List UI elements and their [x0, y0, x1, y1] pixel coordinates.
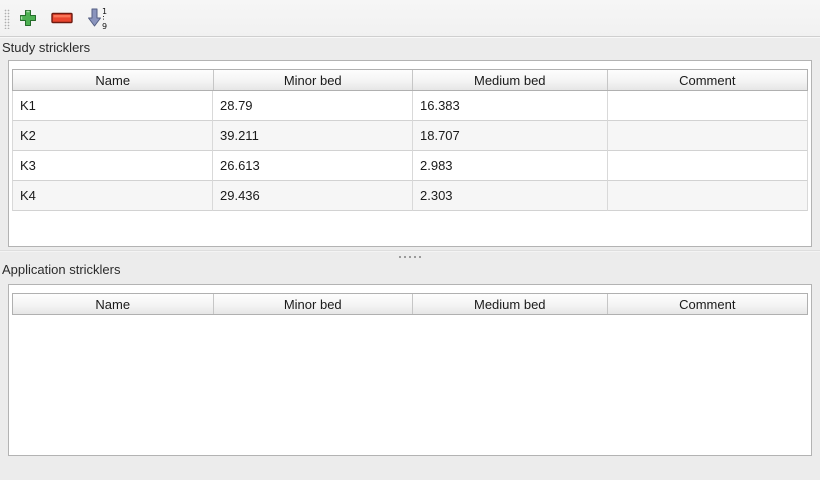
column-header-name[interactable]: Name: [13, 70, 214, 90]
table-cell-name[interactable]: K4: [12, 181, 213, 211]
sort-ascending-icon: 1 9: [84, 6, 108, 30]
pane-divider: [0, 250, 820, 251]
application-section-label: Application stricklers: [2, 262, 121, 277]
column-header-medium-bed[interactable]: Medium bed: [413, 294, 608, 314]
minus-icon: [51, 12, 73, 24]
table-cell-comment[interactable]: [608, 181, 808, 211]
table-row[interactable]: K2 39.211 18.707: [12, 121, 808, 151]
table-cell-medium_bed[interactable]: 18.707: [413, 121, 608, 151]
table-cell-name[interactable]: K3: [12, 151, 213, 181]
table-cell-name[interactable]: K1: [12, 91, 213, 121]
sort-badge-top: 1: [102, 7, 107, 16]
sort-ascending-button[interactable]: 1 9: [81, 3, 111, 33]
table-cell-comment[interactable]: [608, 151, 808, 181]
study-table-body: K1 28.79 16.383 K2 39.211 18.707 K3 26.613 2.983…: [12, 91, 808, 211]
add-row-button[interactable]: [13, 3, 43, 33]
remove-row-button[interactable]: [47, 3, 77, 33]
table-cell-minor_bed[interactable]: 26.613: [213, 151, 413, 181]
table-row[interactable]: K3 26.613 2.983: [12, 151, 808, 181]
study-table-header: Name Minor bed Medium bed Comment: [12, 69, 808, 91]
application-table-header: Name Minor bed Medium bed Comment: [12, 293, 808, 315]
column-header-minor-bed[interactable]: Minor bed: [213, 70, 413, 90]
column-header-comment[interactable]: Comment: [607, 70, 808, 90]
table-row[interactable]: K1 28.79 16.383: [12, 91, 808, 121]
column-header-minor-bed[interactable]: Minor bed: [213, 294, 413, 314]
table-cell-comment[interactable]: [608, 121, 808, 151]
column-header-comment[interactable]: Comment: [607, 294, 808, 314]
sort-badge-bottom: 9: [102, 22, 107, 30]
table-cell-medium_bed[interactable]: 16.383: [413, 91, 608, 121]
table-cell-comment[interactable]: [608, 91, 808, 121]
table-cell-minor_bed[interactable]: 39.211: [213, 121, 413, 151]
table-cell-medium_bed[interactable]: 2.983: [413, 151, 608, 181]
table-cell-minor_bed[interactable]: 28.79: [213, 91, 413, 121]
table-cell-name[interactable]: K2: [12, 121, 213, 151]
splitter-dots-icon: [399, 256, 421, 258]
plus-icon: [19, 9, 37, 27]
table-row[interactable]: K4 29.436 2.303: [12, 181, 808, 211]
column-header-medium-bed[interactable]: Medium bed: [413, 70, 608, 90]
application-table: Name Minor bed Medium bed Comment: [8, 284, 812, 456]
column-header-name[interactable]: Name: [13, 294, 214, 314]
table-cell-medium_bed[interactable]: 2.303: [413, 181, 608, 211]
study-table: Name Minor bed Medium bed Comment K1 28.7…: [8, 60, 812, 247]
study-section-label: Study stricklers: [2, 40, 91, 55]
toolbar: 1 9: [0, 0, 820, 37]
splitter-handle[interactable]: [0, 253, 820, 261]
toolbar-drag-handle[interactable]: [4, 9, 10, 29]
table-cell-minor_bed[interactable]: 29.436: [213, 181, 413, 211]
